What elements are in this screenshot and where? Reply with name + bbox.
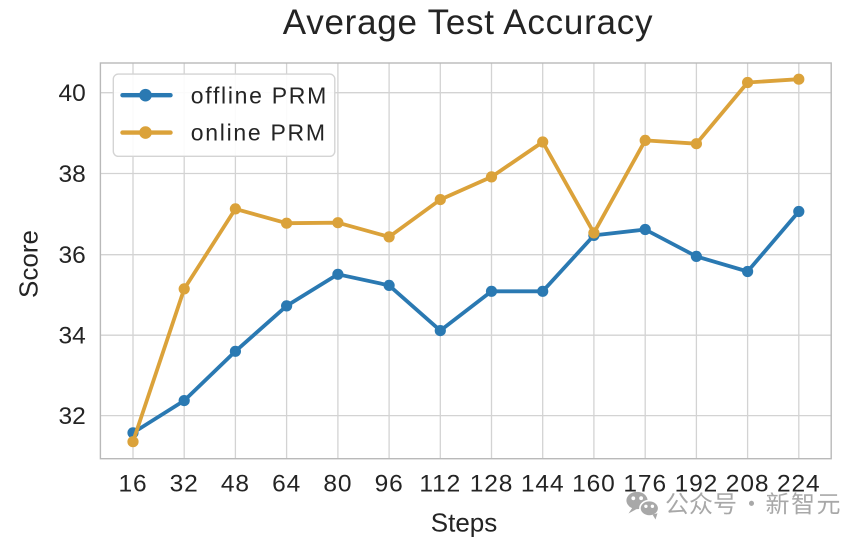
svg-text:192: 192 <box>675 471 719 498</box>
svg-text:224: 224 <box>777 471 821 498</box>
svg-text:64: 64 <box>272 471 301 498</box>
svg-text:208: 208 <box>726 471 770 498</box>
svg-text:Average Test Accuracy: Average Test Accuracy <box>283 3 653 42</box>
svg-text:38: 38 <box>59 161 86 188</box>
svg-text:online PRM: online PRM <box>191 120 327 146</box>
svg-text:offline PRM: offline PRM <box>191 82 328 108</box>
svg-text:48: 48 <box>221 471 250 498</box>
svg-text:32: 32 <box>170 471 199 498</box>
svg-text:16: 16 <box>118 471 147 498</box>
svg-text:32: 32 <box>59 403 86 430</box>
svg-text:Score: Score <box>14 230 44 298</box>
svg-text:176: 176 <box>623 471 667 498</box>
svg-text:34: 34 <box>59 323 86 350</box>
svg-text:96: 96 <box>375 471 404 498</box>
svg-text:144: 144 <box>521 471 565 498</box>
svg-text:80: 80 <box>323 471 352 498</box>
svg-text:160: 160 <box>572 471 616 498</box>
svg-text:36: 36 <box>59 242 86 269</box>
svg-text:128: 128 <box>470 471 514 498</box>
svg-text:112: 112 <box>419 471 461 498</box>
svg-text:40: 40 <box>59 80 86 107</box>
svg-text:Steps: Steps <box>431 507 498 537</box>
